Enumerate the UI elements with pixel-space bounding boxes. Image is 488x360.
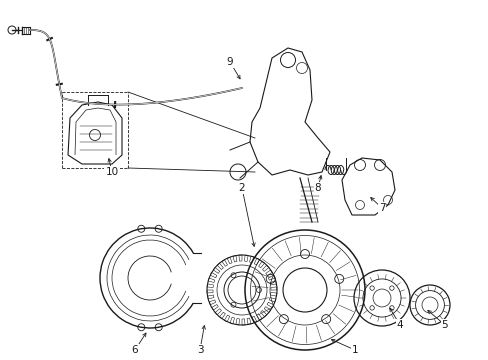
Text: 10: 10 <box>105 167 118 177</box>
Text: 6: 6 <box>131 345 138 355</box>
Text: 4: 4 <box>396 320 403 330</box>
Text: 5: 5 <box>441 320 447 330</box>
Text: 3: 3 <box>196 345 203 355</box>
Text: 9: 9 <box>226 57 233 67</box>
Text: 8: 8 <box>314 183 321 193</box>
Text: 1: 1 <box>351 345 358 355</box>
Text: 2: 2 <box>238 183 245 193</box>
Text: 7: 7 <box>378 203 385 213</box>
